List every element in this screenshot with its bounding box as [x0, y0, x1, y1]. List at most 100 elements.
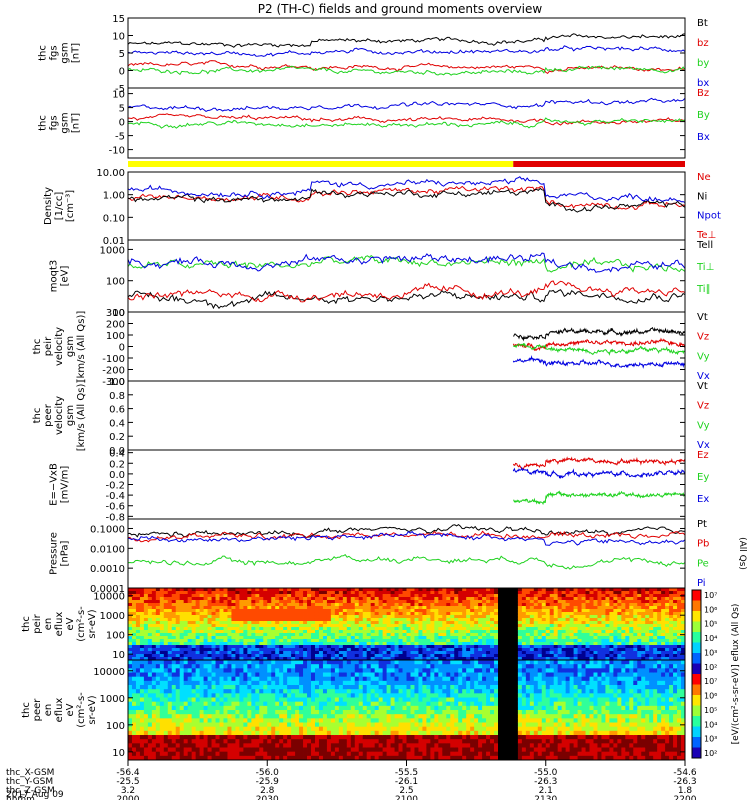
spectrogram-cell — [131, 718, 137, 723]
spectrogram-cell — [243, 600, 248, 604]
spectrogram-cell — [215, 660, 220, 665]
spectrogram-cell — [179, 710, 185, 715]
spectrogram-cell — [159, 735, 165, 740]
spectrogram-cell — [609, 633, 614, 637]
spectrogram-cell — [458, 591, 463, 595]
spectrogram-cell — [537, 600, 543, 604]
spectrogram-cell — [295, 747, 300, 753]
spectrogram-cell — [247, 672, 252, 678]
spectrogram-cell — [247, 624, 252, 628]
spectrogram-cell — [187, 739, 193, 744]
spectrogram-cell — [482, 594, 487, 598]
spectrogram-cell — [263, 743, 268, 748]
spectrogram-cell — [573, 651, 578, 655]
spectrogram-cell — [275, 701, 280, 707]
spectrogram-cell — [263, 730, 268, 736]
y-axis-label: en — [43, 618, 54, 631]
spectrogram-cell — [155, 648, 161, 652]
spectrogram-cell — [131, 633, 137, 637]
spectrogram-cell — [251, 651, 256, 655]
spectrogram-cell — [271, 630, 276, 634]
spectrogram-cell — [227, 624, 232, 628]
spectrogram-cell — [299, 664, 304, 669]
spectrogram-cell — [179, 639, 185, 643]
spectrogram-cell — [434, 597, 439, 601]
spectrogram-cell — [677, 600, 682, 604]
spectrogram-cell — [649, 630, 654, 634]
spectrogram-cell — [187, 618, 193, 622]
spectrogram-cell — [243, 630, 248, 634]
spectrogram-cell — [418, 630, 423, 634]
spectrogram-cell — [163, 648, 169, 652]
spectrogram-cell — [681, 588, 686, 592]
spectrogram-cell — [239, 730, 244, 736]
spectrogram-cell — [219, 710, 224, 715]
spectrogram-cell — [295, 621, 300, 625]
spectrogram-cell — [147, 660, 153, 665]
spectrogram-cell — [569, 612, 574, 616]
spectrogram-cell — [171, 627, 177, 631]
spectrogram-cell — [446, 600, 451, 604]
spectrogram-cell — [219, 697, 224, 703]
spectrogram-cell — [358, 588, 364, 592]
spectrogram-cell — [577, 645, 582, 649]
spectrogram-cell — [505, 654, 511, 658]
spectrogram-cell — [406, 591, 411, 595]
spectrogram-cell — [263, 705, 268, 711]
spectrogram-cell — [609, 600, 614, 604]
spectrogram-cell — [267, 594, 272, 598]
spectrogram-cell — [139, 591, 145, 595]
spectrogram-cell — [219, 743, 224, 748]
spectrogram-cell — [247, 705, 252, 711]
spectrogram-cell — [311, 735, 316, 740]
spectrogram-cell — [207, 651, 212, 655]
spectrogram-cell — [247, 664, 252, 669]
spectrogram-cell — [438, 612, 443, 616]
spectrogram-cell — [143, 668, 149, 673]
spectrogram-cell — [279, 615, 284, 619]
spectrogram-cell — [354, 668, 360, 673]
spectrogram-cell — [533, 597, 539, 601]
spectrogram-cell — [342, 735, 348, 740]
spectrogram-cell — [135, 722, 141, 728]
spectrogram-cell — [303, 627, 308, 631]
spectrogram-cell — [358, 594, 364, 598]
spectrogram-cell — [470, 606, 475, 610]
spectrogram-cell — [231, 645, 236, 649]
spectrogram-cell — [279, 676, 284, 682]
spectrogram-cell — [529, 651, 535, 655]
spectrogram-cell — [394, 648, 399, 652]
spectrogram-cell — [402, 606, 407, 610]
spectrogram-cell — [175, 685, 181, 690]
spectrogram-cell — [179, 730, 185, 736]
spectrogram-cell — [235, 672, 240, 678]
spectrogram-cell — [239, 648, 244, 652]
spectrogram-cell — [139, 606, 145, 610]
spectrogram-cell — [661, 591, 666, 595]
spectrogram-cell — [673, 651, 678, 655]
spectrogram-cell — [601, 624, 606, 628]
spectrogram-cell — [171, 722, 177, 728]
spectrogram-cell — [159, 739, 165, 744]
spectrogram-cell — [633, 594, 638, 598]
spectrogram-cell — [199, 735, 204, 740]
spectrogram-cell — [255, 606, 260, 610]
spectrogram-cell — [183, 718, 189, 723]
spectrogram-cell — [239, 633, 244, 637]
spectrogram-cell — [498, 624, 503, 628]
spectrogram-cell — [235, 651, 240, 655]
y-tick-label: 10000 — [93, 592, 125, 603]
spectrogram-cell — [641, 630, 646, 634]
spectrogram-cell — [219, 730, 224, 736]
spectrogram-cell — [147, 668, 153, 673]
spectrogram-cell — [139, 743, 145, 748]
spectrogram-cell — [251, 591, 256, 595]
spectrogram-cell — [195, 591, 201, 595]
spectrogram-cell — [553, 603, 559, 607]
spectrogram-cell — [251, 735, 256, 740]
y-tick-label: 0 — [119, 67, 125, 78]
spectrogram-cell — [179, 660, 185, 665]
spectrogram-cell — [131, 751, 137, 757]
spectrogram-cell — [223, 710, 228, 715]
